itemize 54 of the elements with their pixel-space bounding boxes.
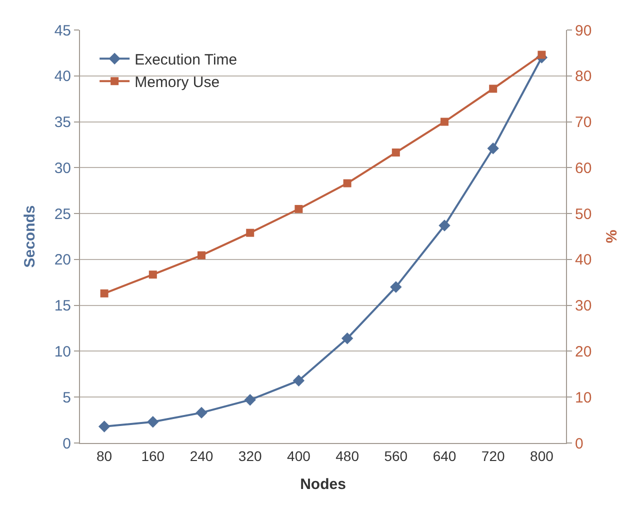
point: [148, 270, 157, 279]
y-tick-label: 15: [54, 298, 71, 315]
y2-tick-label: 40: [575, 252, 592, 269]
point: [390, 281, 402, 293]
x-tick-label: 640: [432, 448, 456, 464]
point: [147, 416, 159, 428]
point: [100, 289, 108, 298]
point: [292, 374, 305, 386]
y2-tick-label: 20: [575, 343, 592, 360]
y-tick-label: 45: [54, 22, 71, 40]
point: [198, 251, 206, 260]
x-axis-title: Nodes: [300, 476, 346, 493]
y-axis-title: Seconds: [22, 205, 39, 268]
point: [341, 332, 354, 344]
x-tick-label: 480: [336, 448, 360, 464]
y2-tick-label: 0: [575, 435, 584, 452]
y2-tick-label: 60: [575, 160, 592, 177]
x-tick-label: 800: [530, 448, 554, 464]
point: [196, 406, 208, 419]
y-tick-label: 30: [54, 160, 71, 177]
legend-label: Execution Time: [134, 51, 238, 68]
point: [246, 228, 254, 237]
y-tick-label: 0: [62, 435, 71, 452]
y-tick-label: 40: [54, 68, 71, 86]
x-tick-label: 160: [141, 448, 165, 464]
point: [392, 148, 400, 157]
legend-label: Memory Use: [134, 74, 220, 91]
y-tick-label: 20: [54, 252, 71, 269]
point: [440, 118, 448, 126]
point: [98, 420, 110, 432]
point: [538, 50, 546, 59]
x-tick-label: 80: [96, 448, 112, 464]
y-tick-label: 10: [54, 343, 71, 360]
point: [487, 142, 499, 154]
y2-tick-label: 70: [575, 114, 592, 132]
y-tick-label: 25: [54, 206, 71, 223]
y2-tick-label: 50: [575, 206, 592, 223]
point: [244, 394, 256, 406]
point: [489, 84, 498, 93]
point: [343, 179, 352, 188]
x-tick-label: 560: [384, 448, 408, 464]
y2-tick-label: 10: [575, 389, 592, 406]
x-tick-label: 320: [238, 448, 262, 464]
point: [294, 204, 303, 213]
x-tick-label: 240: [190, 448, 214, 464]
y-tick-label: 5: [62, 389, 71, 406]
y2-tick-label: 90: [575, 22, 592, 40]
x-tick-label: 720: [481, 448, 505, 464]
y-tick-label: 35: [54, 114, 71, 132]
y2-tick-label: 80: [575, 68, 592, 86]
x-tick-label: 400: [287, 448, 311, 464]
y2-axis-title: %: [604, 230, 621, 244]
point: [438, 220, 450, 232]
y2-tick-label: 30: [575, 298, 592, 315]
